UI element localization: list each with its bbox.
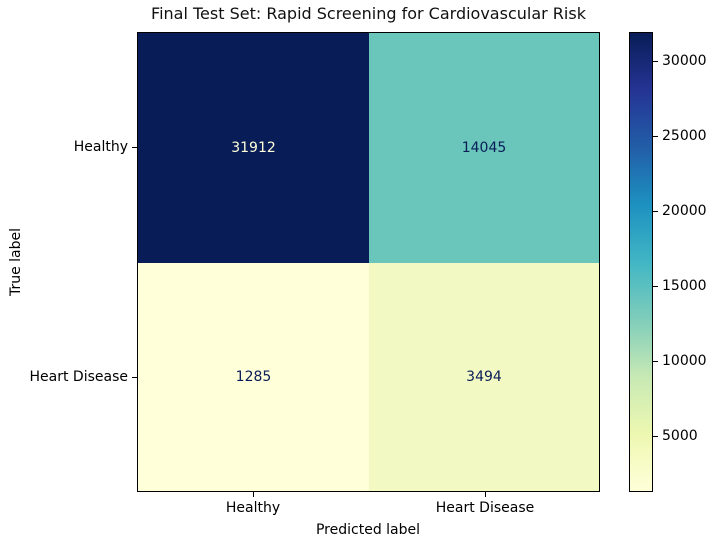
matrix-cell-true-healthy-pred-heart-disease: 14045 — [369, 33, 599, 263]
y-tick-mark — [132, 377, 137, 378]
colorbar-ticks: 5000 10000 15000 20000 25000 30000 — [653, 32, 716, 492]
cell-value: 31912 — [231, 140, 276, 156]
colorbar-tick-mark — [653, 286, 658, 287]
x-tick-label-healthy: Healthy — [225, 500, 281, 516]
cell-value: 3494 — [466, 369, 502, 385]
chart-title: Final Test Set: Rapid Screening for Card… — [151, 4, 586, 23]
matrix-cell-true-heart-disease-pred-healthy: 1285 — [138, 263, 369, 491]
x-tick-mark — [485, 492, 486, 497]
x-tick-mark — [253, 492, 254, 497]
x-axis-label: Predicted label — [315, 522, 421, 538]
colorbar-tick-label: 25000 — [662, 127, 707, 144]
colorbar-tick-label: 30000 — [662, 52, 707, 69]
colorbar — [629, 32, 653, 492]
colorbar-tick-label: 15000 — [662, 278, 707, 294]
colorbar-tick-mark — [653, 436, 658, 438]
y-tick-mark — [132, 147, 137, 148]
colorbar-tick-label: 20000 — [662, 202, 707, 219]
cell-value: 1285 — [235, 369, 272, 385]
x-tick-label-heart-disease: Heart Disease — [435, 500, 535, 516]
y-tick-label-heart-disease: Heart Disease — [29, 369, 128, 385]
matrix-cell-true-healthy-pred-healthy: 31912 — [138, 33, 369, 263]
heatmap-axes: 31912 14045 1285 3494 — [137, 32, 600, 492]
y-axis-label: True label — [8, 227, 24, 297]
cell-value: 14045 — [461, 140, 507, 156]
colorbar-tick-mark — [653, 210, 658, 212]
colorbar-tick-mark — [653, 361, 658, 363]
colorbar-tick-label: 5000 — [662, 428, 698, 445]
matrix-cell-true-heart-disease-pred-heart-disease: 3494 — [369, 263, 599, 491]
colorbar-tick-mark — [653, 135, 658, 137]
y-tick-label-healthy: Healthy — [73, 139, 128, 155]
colorbar-tick-mark — [653, 60, 658, 62]
colorbar-tick-label: 10000 — [662, 353, 707, 370]
